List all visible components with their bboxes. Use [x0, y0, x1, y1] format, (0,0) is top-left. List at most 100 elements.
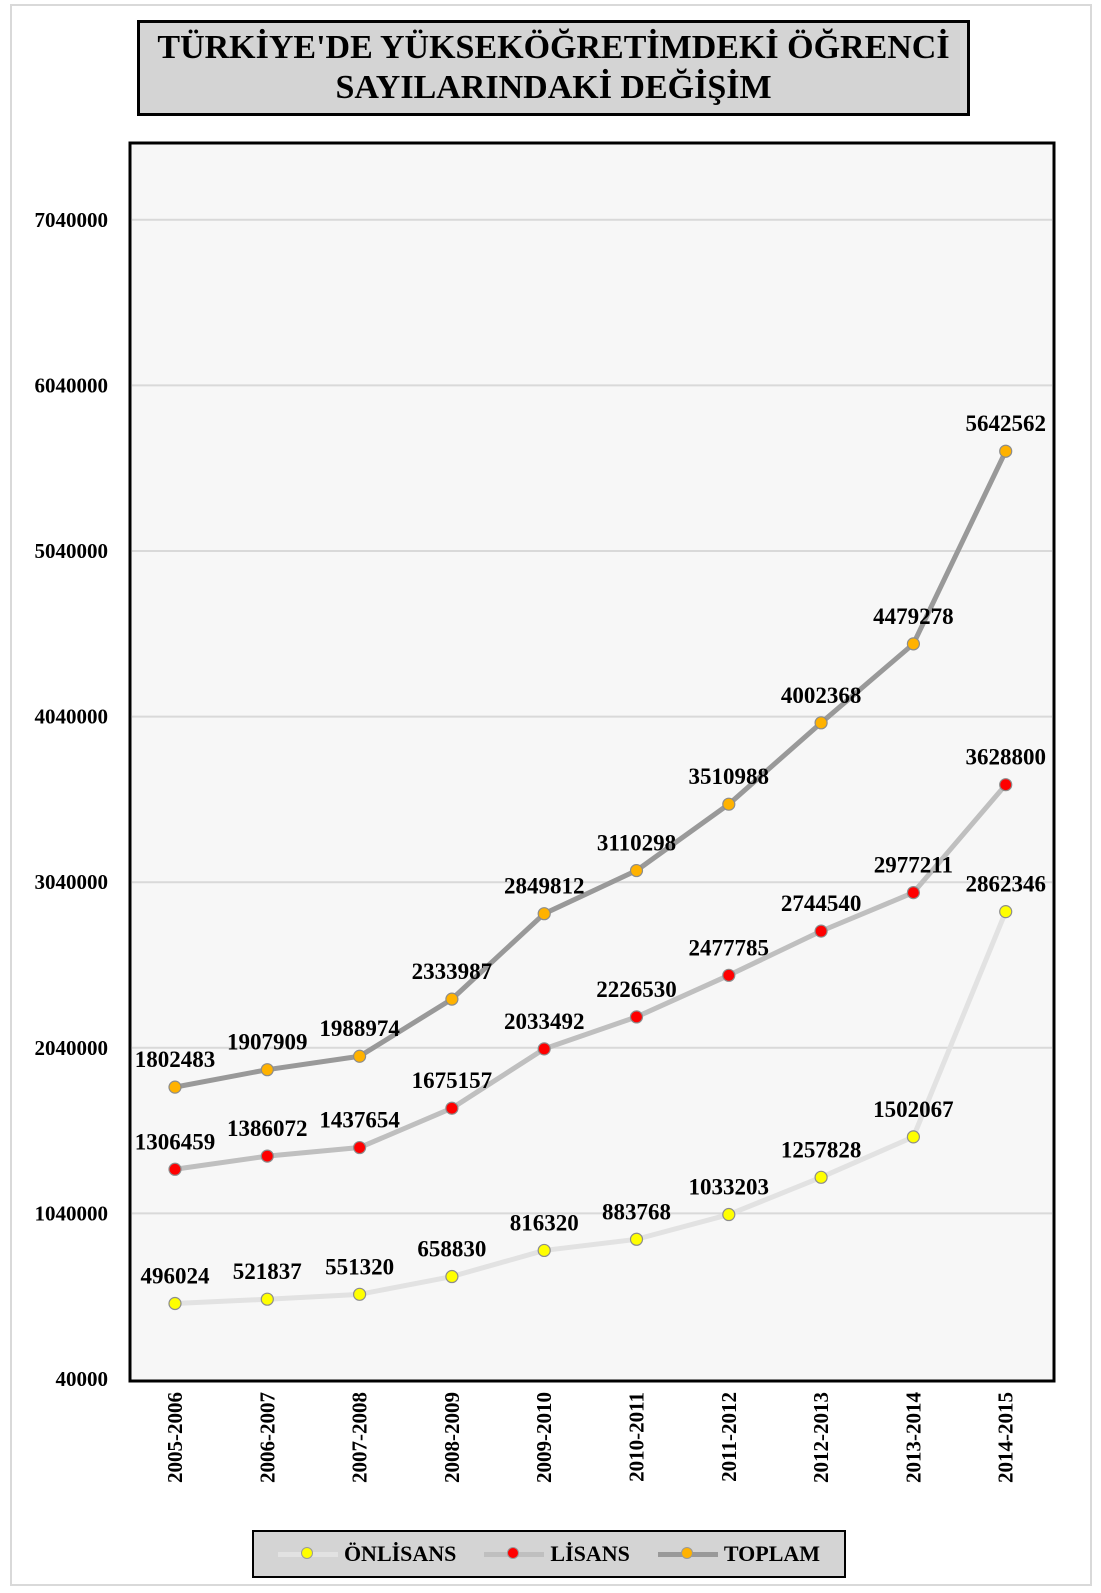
data-point	[814, 924, 828, 938]
data-point	[722, 797, 736, 811]
x-tick-label: 2007-2008	[348, 1392, 372, 1483]
data-point	[722, 968, 736, 982]
series	[168, 444, 1013, 1311]
plot-area	[128, 141, 1056, 1383]
series-line-0	[172, 909, 1009, 1306]
legend: ÖNLİSANS LİSANS TOPLAM	[252, 1530, 846, 1578]
data-point	[537, 907, 551, 921]
data-point	[814, 716, 828, 730]
data-point	[260, 1149, 274, 1163]
legend-swatch-onlisans	[277, 1547, 338, 1561]
data-label: 816320	[510, 1210, 579, 1235]
data-point	[168, 1080, 182, 1094]
data-label: 2226530	[596, 977, 677, 1002]
x-tick-label: 2013-2014	[901, 1392, 925, 1483]
data-label: 1502067	[873, 1097, 954, 1122]
data-point	[260, 1292, 274, 1306]
y-axis-ticks: 40000 1040000 2040000 3040000 4040000 5040000…	[35, 208, 109, 1391]
data-label: 2744540	[781, 891, 862, 916]
data-label: 1988974	[319, 1016, 400, 1041]
legend-swatch-lisans	[484, 1547, 545, 1561]
data-label: 1386072	[227, 1116, 308, 1141]
x-tick-label: 2009-2010	[532, 1392, 556, 1483]
data-point	[353, 1140, 367, 1155]
data-label: 1802483	[135, 1047, 216, 1072]
data-label: 883768	[602, 1199, 671, 1224]
data-point	[999, 444, 1013, 458]
data-label: 1257828	[781, 1137, 862, 1162]
x-tick-label: 2006-2007	[255, 1392, 279, 1483]
legend-label-toplam: TOPLAM	[723, 1541, 821, 1566]
y-tick-label: 1040000	[35, 1201, 109, 1225]
data-label: 2477785	[689, 935, 770, 960]
data-label: 658830	[417, 1237, 486, 1262]
legend-label-onlisans: ÖNLİSANS	[343, 1541, 457, 1566]
data-point	[353, 1287, 367, 1301]
data-point	[168, 1296, 182, 1311]
chart-title-line-1: TÜRKİYE'DE YÜKSEKÖĞRETİMDEKİ ÖĞRENCİ	[157, 29, 950, 66]
data-label: 2033492	[504, 1009, 585, 1034]
legend-item-lisans: LİSANS	[484, 1541, 630, 1567]
data-point	[906, 885, 921, 900]
data-label: 3628800	[965, 745, 1046, 770]
data-point	[629, 863, 644, 878]
data-label: 4002368	[781, 683, 862, 708]
series-line-1	[172, 782, 1009, 1172]
chart-title: TÜRKİYE'DE YÜKSEKÖĞRETİMDEKİ ÖĞRENCİ SAY…	[137, 20, 970, 116]
data-label: 1033203	[689, 1175, 770, 1200]
data-label: 1907909	[227, 1030, 308, 1055]
data-label: 4479278	[873, 604, 954, 629]
data-point	[537, 1042, 551, 1056]
legend-item-onlisans: ÖNLİSANS	[277, 1541, 457, 1567]
data-label: 1675157	[412, 1068, 493, 1093]
data-point	[999, 905, 1013, 919]
data-label: 3510988	[689, 764, 770, 789]
y-tick-label: 6040000	[35, 373, 109, 397]
x-tick-label: 2010-2011	[625, 1392, 649, 1482]
x-tick-label: 2005-2006	[163, 1392, 187, 1483]
data-point	[906, 637, 921, 651]
data-label: 1437654	[319, 1108, 400, 1133]
data-point	[445, 992, 459, 1006]
data-point	[260, 1063, 274, 1077]
x-tick-label: 2011-2012	[717, 1392, 741, 1482]
data-label: 1306459	[135, 1129, 216, 1154]
data-label: 5642562	[965, 411, 1046, 436]
y-tick-label: 7040000	[35, 208, 109, 232]
data-label: 2849812	[504, 874, 585, 899]
data-point	[814, 1170, 828, 1184]
data-point	[906, 1130, 921, 1144]
data-point	[722, 1207, 736, 1222]
data-point	[168, 1162, 182, 1176]
data-label: 521837	[233, 1259, 302, 1284]
x-axis-ticks: 2005-2006 2006-2007 2007-2008 2008-2009 2009…	[163, 1392, 1018, 1483]
data-label: 551320	[325, 1254, 394, 1279]
chart-title-line-2: SAYILARINDAKİ DEĞİŞİM	[335, 69, 772, 106]
data-point	[537, 1243, 551, 1258]
legend-item-toplam: TOPLAM	[657, 1541, 821, 1567]
x-tick-label: 2014-2015	[994, 1392, 1018, 1483]
y-tick-label: 2040000	[35, 1036, 109, 1060]
y-tick-label: 3040000	[35, 870, 109, 894]
data-label: 2977211	[874, 853, 953, 878]
x-tick-label: 2012-2013	[809, 1392, 833, 1483]
legend-swatch-toplam	[657, 1547, 718, 1561]
data-point	[445, 1269, 459, 1284]
data-point	[629, 1010, 644, 1024]
data-point	[445, 1101, 459, 1115]
y-tick-label: 4040000	[35, 705, 109, 729]
data-point	[999, 778, 1013, 792]
legend-label-lisans: LİSANS	[550, 1541, 630, 1566]
data-label: 2333987	[412, 959, 493, 984]
data-point	[629, 1232, 644, 1246]
x-tick-label: 2008-2009	[440, 1392, 464, 1483]
data-labels: 496024 521837 551320 658830 816320 883768 1033…	[135, 411, 1046, 1288]
y-tick-label: 5040000	[35, 539, 109, 563]
gridlines	[132, 218, 1052, 1215]
y-tick-label: 40000	[56, 1367, 109, 1391]
data-label: 496024	[141, 1263, 211, 1288]
data-label: 3110298	[597, 831, 676, 856]
data-label: 2862346	[965, 872, 1046, 897]
series-line-2	[172, 448, 1009, 1090]
